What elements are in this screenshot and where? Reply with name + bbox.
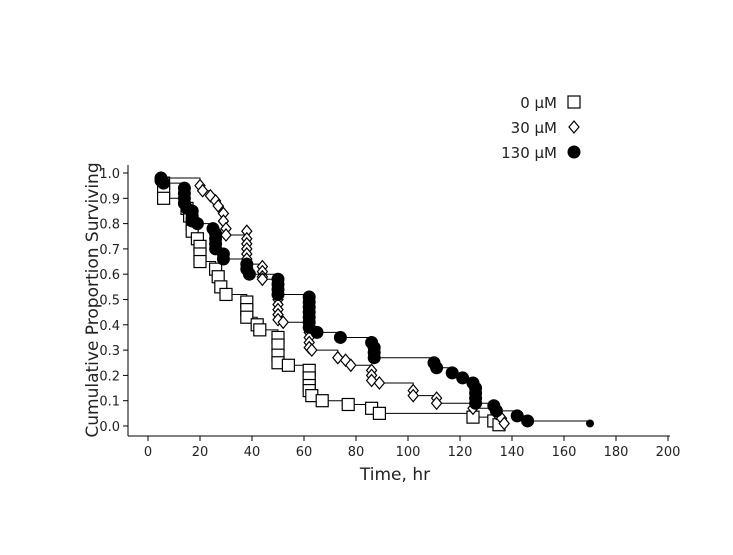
square-marker bbox=[193, 254, 207, 269]
x-tick-label: 140 bbox=[500, 445, 525, 460]
x-tick-label: 180 bbox=[604, 445, 629, 460]
x-tick-label: 20 bbox=[192, 445, 209, 460]
legend-label: 0 µM bbox=[520, 94, 557, 112]
diamond-marker bbox=[306, 343, 318, 358]
x-tick-label: 120 bbox=[448, 445, 473, 460]
diamond-marker bbox=[196, 183, 209, 198]
x-axis-label: Time, hr bbox=[359, 465, 430, 485]
legend-label: 30 µM bbox=[511, 119, 557, 137]
y-tick-label: 1.0 bbox=[99, 167, 120, 182]
diamond-marker bbox=[430, 396, 443, 411]
x-tick-label: 200 bbox=[656, 445, 681, 460]
circle-marker bbox=[521, 414, 535, 428]
y-tick-label: 0.7 bbox=[99, 243, 120, 258]
diamond-marker bbox=[568, 120, 580, 134]
y-tick-label: 0.3 bbox=[99, 344, 120, 359]
diamond-marker bbox=[220, 228, 232, 242]
square-marker bbox=[219, 287, 233, 302]
series-circle bbox=[154, 171, 594, 428]
x-tick-label: 0 bbox=[144, 445, 152, 460]
diamond-marker bbox=[407, 388, 419, 403]
square-marker bbox=[157, 191, 171, 205]
circle-marker bbox=[586, 419, 594, 428]
circle-marker bbox=[445, 366, 459, 380]
series-square bbox=[157, 173, 506, 432]
diamond-marker bbox=[498, 416, 510, 431]
circle-marker bbox=[271, 287, 285, 301]
survival-step-line bbox=[160, 173, 505, 424]
circle-marker bbox=[216, 252, 230, 266]
diamond-marker bbox=[256, 272, 269, 287]
x-tick-label: 80 bbox=[348, 445, 365, 460]
y-tick-label: 0.6 bbox=[99, 268, 120, 283]
y-tick-label: 0.9 bbox=[99, 192, 120, 207]
diamond-marker bbox=[212, 198, 224, 213]
legend: 0 µM 30 µM 130 µM bbox=[501, 94, 581, 162]
circle-marker bbox=[510, 409, 524, 423]
survival-step-line bbox=[163, 173, 500, 425]
x-tick-label: 100 bbox=[396, 445, 421, 460]
circle-marker bbox=[367, 351, 381, 365]
y-tick-label: 0.2 bbox=[99, 369, 120, 384]
x-tick-label: 40 bbox=[244, 445, 261, 460]
circle-marker bbox=[242, 267, 256, 281]
y-axis-label: Cumulative Proportion Surviving bbox=[83, 162, 103, 437]
square-marker bbox=[315, 394, 329, 408]
square-marker bbox=[253, 323, 267, 337]
square-marker bbox=[281, 358, 295, 372]
y-tick-label: 0.5 bbox=[99, 294, 120, 309]
circle-marker bbox=[157, 176, 171, 190]
diamond-marker bbox=[345, 358, 357, 373]
circle-marker bbox=[333, 330, 347, 344]
circle-marker bbox=[489, 404, 503, 418]
y-tick-label: 0.0 bbox=[99, 420, 120, 435]
legend-label: 130 µM bbox=[501, 144, 557, 162]
y-tick-label: 0.1 bbox=[99, 395, 120, 410]
circle-marker bbox=[190, 217, 204, 231]
circle-marker bbox=[430, 361, 444, 375]
circle-marker bbox=[567, 145, 581, 159]
series-diamond bbox=[155, 171, 510, 431]
x-tick-label: 160 bbox=[552, 445, 577, 460]
square-marker bbox=[240, 310, 254, 324]
diamond-marker bbox=[373, 376, 386, 390]
x-tick-label: 60 bbox=[296, 445, 313, 460]
square-marker bbox=[567, 95, 581, 109]
circle-marker bbox=[469, 396, 483, 410]
diamond-marker bbox=[277, 315, 289, 330]
y-tick-label: 0.4 bbox=[99, 319, 120, 334]
square-marker bbox=[372, 406, 386, 420]
square-marker bbox=[341, 397, 355, 412]
circle-marker bbox=[310, 325, 324, 339]
circle-marker bbox=[456, 371, 470, 385]
y-tick-label: 0.8 bbox=[99, 218, 120, 233]
